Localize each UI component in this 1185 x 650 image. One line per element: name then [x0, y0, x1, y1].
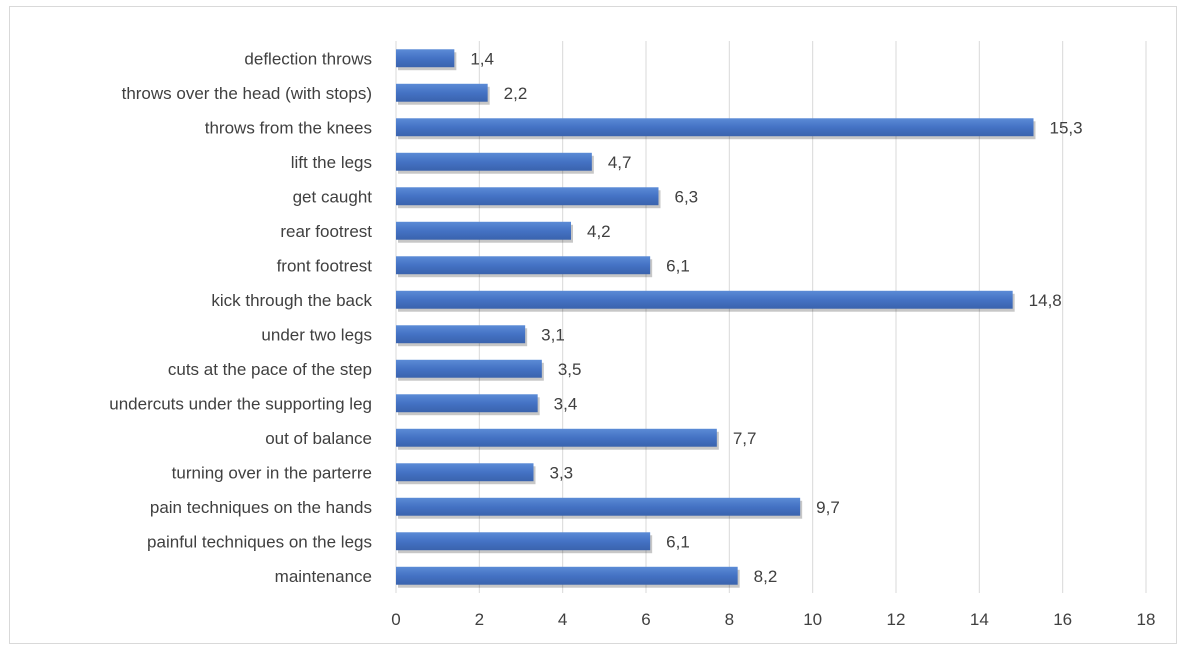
category-label: under two legs — [261, 325, 372, 344]
x-tick-label: 2 — [475, 610, 484, 629]
category-label: painful techniques on the legs — [147, 532, 372, 551]
bar — [396, 118, 1034, 137]
bar — [396, 187, 659, 206]
data-label: 1,4 — [470, 49, 494, 68]
category-label: pain techniques on the hands — [150, 498, 372, 517]
data-label: 4,7 — [608, 153, 632, 172]
x-tick-label: 0 — [391, 610, 400, 629]
bar — [396, 359, 542, 378]
bar — [396, 325, 526, 344]
data-labels: 1,4 2,2 15,3 4,7 6,3 4,2 6,1 14,8 3,1 3,5 3,4 7,7 3,… — [470, 49, 1082, 586]
data-label: 9,7 — [816, 498, 840, 517]
data-label: 15,3 — [1050, 118, 1083, 137]
bar — [396, 566, 738, 585]
bar — [396, 83, 488, 102]
x-tick-label: 10 — [803, 610, 822, 629]
data-label: 2,2 — [504, 84, 528, 103]
x-tick-label: 18 — [1137, 610, 1156, 629]
category-label: rear footrest — [280, 222, 372, 241]
data-label: 3,4 — [554, 394, 578, 413]
category-label: undercuts under the supporting leg — [109, 394, 372, 413]
bar — [396, 221, 571, 240]
category-label: front footrest — [277, 256, 373, 275]
data-label: 14,8 — [1029, 291, 1062, 310]
data-label: 6,3 — [675, 187, 699, 206]
data-label: 3,3 — [550, 463, 574, 482]
category-label: turning over in the parterre — [172, 463, 372, 482]
x-tick-label: 14 — [970, 610, 989, 629]
data-label: 8,2 — [754, 567, 778, 586]
bar — [396, 497, 801, 516]
x-tick-label: 8 — [725, 610, 734, 629]
data-label: 3,5 — [558, 360, 582, 379]
category-label: kick through the back — [211, 291, 372, 310]
x-tick-label: 12 — [887, 610, 906, 629]
x-tick-label: 4 — [558, 610, 567, 629]
x-axis-tick-labels: 0 2 4 6 8 10 12 14 16 18 — [391, 610, 1155, 629]
data-label: 7,7 — [733, 429, 757, 448]
category-label: throws from the knees — [205, 118, 372, 137]
bar — [396, 49, 455, 68]
bar — [396, 256, 651, 275]
bars — [396, 49, 1036, 588]
category-label: deflection throws — [244, 49, 372, 68]
category-label: lift the legs — [291, 153, 372, 172]
category-label: out of balance — [265, 429, 372, 448]
data-label: 3,1 — [541, 325, 565, 344]
bar — [396, 394, 538, 413]
bar — [396, 532, 651, 551]
bar — [396, 463, 534, 482]
category-label: get caught — [293, 187, 373, 206]
data-label: 6,1 — [666, 256, 690, 275]
bar — [396, 290, 1013, 309]
bar — [396, 428, 717, 447]
x-tick-label: 6 — [641, 610, 650, 629]
data-label: 4,2 — [587, 222, 611, 241]
category-label: throws over the head (with stops) — [122, 84, 372, 103]
category-label: cuts at the pace of the step — [168, 360, 372, 379]
bar-chart: deflection throws throws over the head (w… — [109, 41, 1155, 629]
category-label: maintenance — [275, 567, 372, 586]
x-tick-label: 16 — [1053, 610, 1072, 629]
category-labels: deflection throws throws over the head (w… — [109, 49, 372, 586]
bar — [396, 152, 592, 171]
chart-frame: deflection throws throws over the head (w… — [9, 6, 1177, 644]
data-label: 6,1 — [666, 532, 690, 551]
